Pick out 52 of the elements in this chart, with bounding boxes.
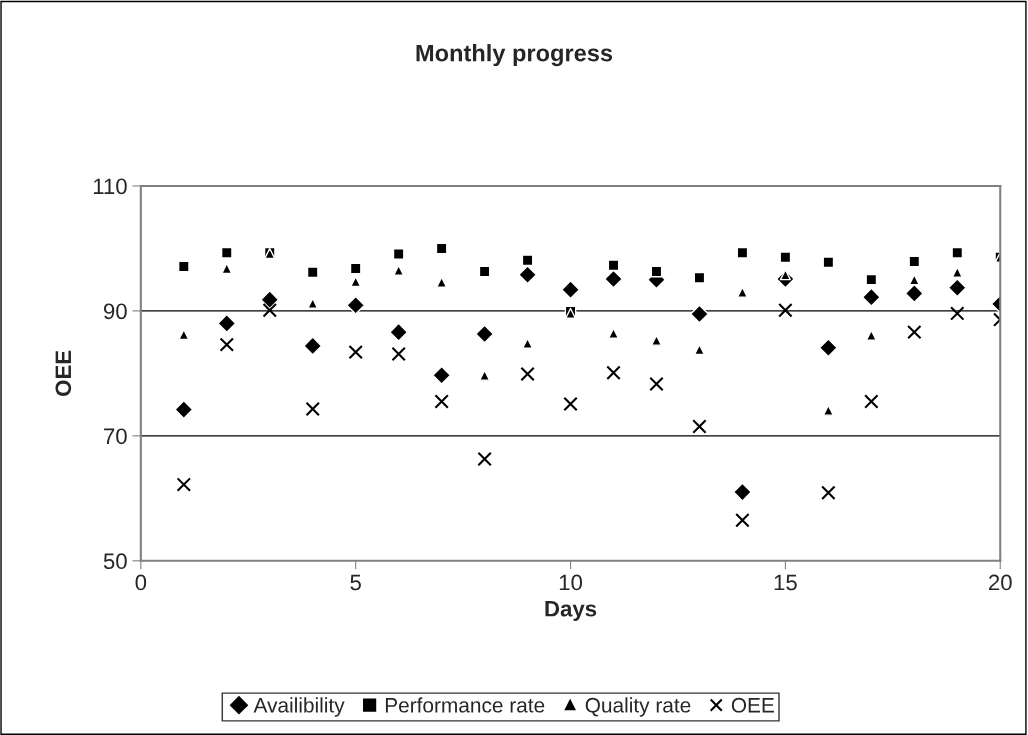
point <box>389 322 409 342</box>
chart-title: Monthly progress <box>416 44 613 67</box>
point <box>303 336 323 356</box>
point <box>432 365 452 385</box>
point <box>778 303 793 318</box>
legend-label: OEE <box>731 697 774 713</box>
point <box>477 451 492 467</box>
y-tick-label: 90 <box>103 303 127 320</box>
point <box>391 346 406 362</box>
point <box>947 278 967 298</box>
point <box>563 396 578 412</box>
point <box>907 324 922 340</box>
point <box>864 394 879 409</box>
point <box>174 400 194 420</box>
point <box>649 376 664 392</box>
legend-label: Performance rate <box>385 697 545 713</box>
x-tick-label: 20 <box>989 574 1012 591</box>
point <box>606 365 621 381</box>
point <box>219 337 235 352</box>
y-tick-label: 70 <box>104 428 127 445</box>
point <box>818 338 838 358</box>
point <box>260 290 280 310</box>
point <box>217 313 237 333</box>
point <box>904 283 924 303</box>
point <box>176 477 192 492</box>
point <box>689 304 709 324</box>
x-tick-label: 5 <box>350 574 361 591</box>
x-tick-label: 10 <box>559 574 583 591</box>
point <box>434 394 449 409</box>
point <box>692 419 707 434</box>
point <box>346 295 366 315</box>
point <box>262 303 277 318</box>
point <box>861 287 881 307</box>
point <box>520 366 535 382</box>
y-tick-label: 110 <box>93 178 127 195</box>
x-tick-label: 15 <box>774 574 797 591</box>
point <box>604 269 623 289</box>
point <box>475 324 495 344</box>
legend-label: Quality rate <box>585 697 691 717</box>
point <box>735 512 750 528</box>
y-axis-title: OEE <box>55 350 72 396</box>
point <box>950 306 965 321</box>
point <box>561 280 581 300</box>
x-tick-label: 0 <box>135 574 147 591</box>
x-axis-title: Days <box>545 601 597 621</box>
point <box>305 401 320 417</box>
legend-label: Availibility <box>253 697 345 717</box>
y-tick-label: 50 <box>103 553 127 570</box>
point <box>821 485 836 500</box>
point <box>348 344 363 360</box>
point <box>732 482 752 502</box>
point <box>518 265 538 285</box>
